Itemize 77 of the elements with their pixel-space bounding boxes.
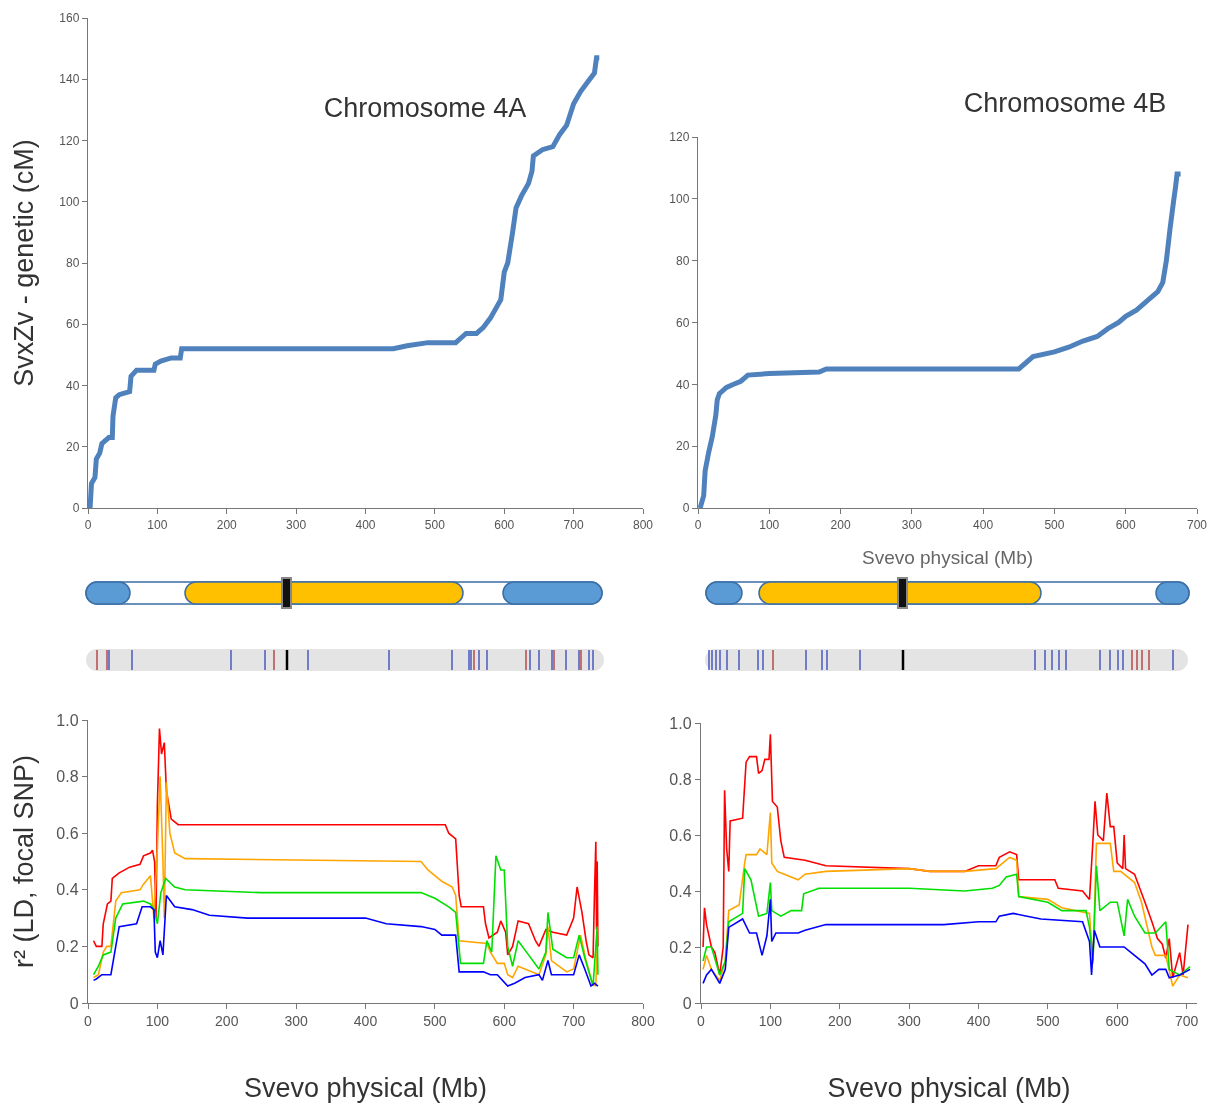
x-tick-label: 600 [1115, 517, 1137, 532]
line-series [702, 898, 1191, 985]
x-tick-label: 100 [145, 1013, 170, 1029]
text: Chromosome 4A [323, 93, 527, 124]
y-tick-label: 1.0 [669, 714, 692, 732]
x-tick-label: 100 [147, 517, 168, 532]
x-tick-label: 100 [758, 1013, 783, 1029]
x-tick-label: 300 [897, 1013, 921, 1029]
y-tick-label: 0 [682, 501, 690, 516]
y-tick-label: 0.4 [669, 882, 692, 900]
x-tick-label: 700 [561, 1013, 586, 1029]
x-tick-label: 300 [286, 517, 307, 532]
x-tick-label: 100 [759, 517, 780, 532]
x-tick-label: 200 [828, 1013, 852, 1029]
x-tick-label: 0 [84, 517, 92, 532]
y-tick-label: 60 [676, 315, 690, 330]
y-tick-label: 0.4 [56, 881, 79, 899]
x-tick-label: 700 [563, 517, 584, 532]
line-series [92, 894, 599, 987]
line-series [92, 775, 599, 987]
x-tick-label: 500 [1036, 1013, 1060, 1029]
y-tick-label: 160 [59, 11, 80, 26]
x-tick-label: 400 [353, 1013, 378, 1029]
x-axis-title: Svevo physical (Mb) [827, 1073, 1071, 1104]
x-tick-label: 0 [84, 1013, 93, 1029]
x-tick-label: 700 [1186, 517, 1208, 532]
y-tick-label: 0.8 [56, 768, 79, 786]
y-tick-label: 120 [669, 130, 690, 145]
y-tick-label: 20 [676, 439, 690, 454]
x-tick-label: 0 [694, 517, 702, 532]
line-series [92, 727, 599, 959]
y-tick-label: 100 [669, 192, 690, 207]
y-tick-label: 0.8 [669, 770, 692, 788]
y-tick-label: 40 [66, 378, 80, 393]
x-tick-label: 400 [355, 517, 376, 532]
line-series [92, 855, 599, 987]
y-tick-label: 0 [682, 994, 692, 1012]
y-tick-label: 0 [72, 501, 80, 516]
x-tick-label: 500 [424, 517, 446, 532]
x-tick-label: 500 [1044, 517, 1065, 532]
line-series [702, 865, 1191, 976]
line-series [702, 733, 1189, 979]
chart-title: Chromosome 4B [963, 88, 1167, 119]
x-tick-label: 600 [492, 1013, 517, 1029]
x-tick-label: 500 [423, 1013, 447, 1029]
x-tick-label: 200 [830, 517, 851, 532]
y-tick-label: 100 [59, 194, 80, 209]
y-tick-label: 0 [69, 994, 79, 1012]
y-axis-title: r² (LD, focal SNP) [9, 754, 40, 969]
x-tick-label: 300 [901, 517, 923, 532]
y-tick-label: 140 [59, 72, 80, 87]
x-tick-label: 0 [697, 1013, 706, 1029]
x-tick-label: 700 [1174, 1013, 1199, 1029]
x-tick-label: 200 [216, 517, 238, 532]
y-tick-label: 1.0 [56, 711, 79, 729]
x-tick-label: 800 [632, 517, 654, 532]
line-series [702, 811, 1189, 987]
y-tick-label: 0.6 [56, 824, 79, 842]
y-tick-label: 0.2 [669, 938, 692, 956]
y-tick-label: 120 [59, 133, 80, 148]
y-tick-label: 40 [676, 377, 690, 392]
y-tick-label: 0.2 [56, 938, 79, 955]
x-axis-title: Svevo physical (Mb) [861, 547, 1034, 569]
x-axis-title: Svevo physical (Mb) [243, 1073, 488, 1104]
y-tick-label: 20 [66, 439, 80, 454]
x-tick-label: 300 [284, 1013, 309, 1029]
x-tick-label: 200 [215, 1013, 239, 1029]
y-axis-title: SvxZv - genetic (cM) [8, 139, 39, 387]
y-tick-label: 80 [66, 256, 80, 271]
x-tick-label: 600 [494, 517, 515, 532]
y-tick-label: 0.6 [669, 826, 692, 844]
x-tick-label: 600 [1105, 1013, 1130, 1029]
x-tick-label: 400 [973, 517, 994, 532]
x-tick-label: 800 [631, 1013, 655, 1029]
y-tick-label: 80 [676, 253, 690, 268]
x-tick-label: 400 [966, 1013, 991, 1029]
y-tick-label: 60 [66, 317, 80, 332]
